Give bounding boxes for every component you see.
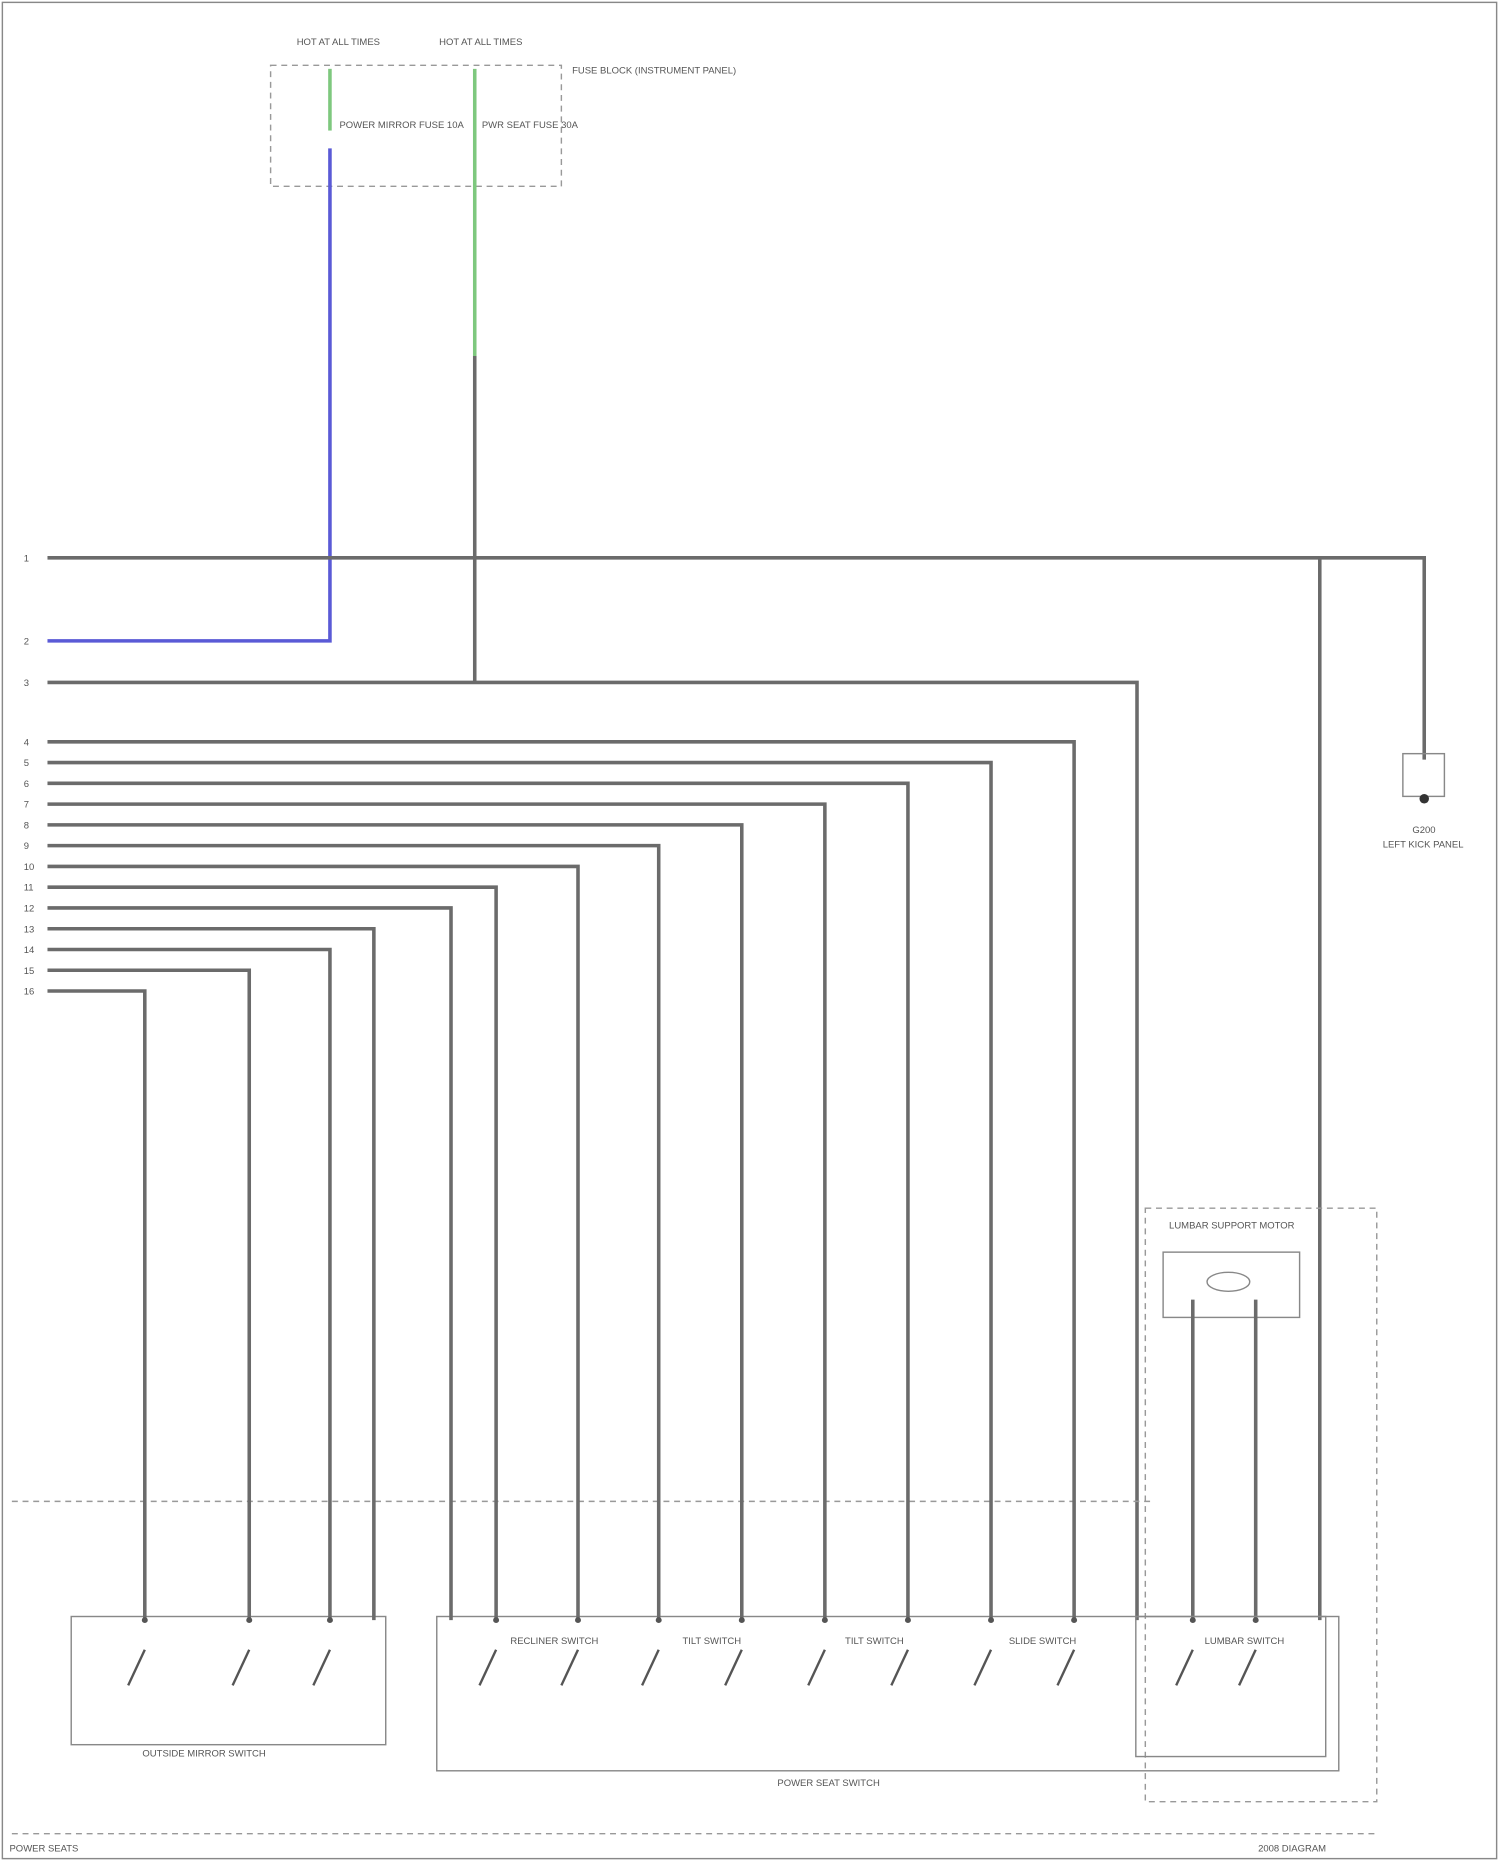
ground-box [1402, 752, 1446, 798]
switch-contact [1238, 1649, 1257, 1686]
footer-right: 2008 DIAGRAM [1258, 1844, 1326, 1855]
fuse-block-outline [269, 64, 563, 188]
pin-number: 9 [24, 841, 29, 852]
terminal [738, 1617, 745, 1624]
terminal [988, 1617, 994, 1624]
terminal [1252, 1617, 1259, 1624]
switch-contact [641, 1649, 660, 1686]
lumbar-motor-label: LUMBAR SUPPORT MOTOR [1169, 1220, 1295, 1231]
switch-label: TILT SWITCH [845, 1636, 904, 1647]
wire [47, 740, 1076, 1621]
wire [47, 906, 453, 1621]
feed-label: HOT AT ALL TIMES [439, 37, 522, 48]
switch-contact [1056, 1649, 1076, 1686]
terminal [141, 1617, 148, 1624]
terminal [655, 1617, 662, 1624]
wire [47, 680, 1139, 1621]
lumbar-switch-box [1135, 1615, 1327, 1758]
wire [47, 556, 1427, 760]
switch-label: RECLINER SWITCH [510, 1636, 598, 1647]
lumbar-outline [1144, 1207, 1378, 1803]
wire [47, 926, 376, 1621]
fuse-label: POWER MIRROR FUSE 10A [339, 120, 464, 131]
pin-number: 13 [24, 924, 35, 935]
ground-desc: LEFT KICK PANEL [1383, 839, 1464, 850]
switch-contact [127, 1649, 146, 1686]
switch-contact [312, 1649, 332, 1686]
pin-number: 11 [24, 883, 34, 894]
terminal [1071, 1617, 1078, 1624]
switch-contact [890, 1649, 910, 1686]
wire [47, 823, 744, 1621]
motor-box [1162, 1251, 1301, 1319]
pin-number: 1 [24, 553, 29, 564]
switch-contact [560, 1649, 580, 1686]
switch-contact [807, 1649, 826, 1686]
lumbar-switch-label: LUMBAR SWITCH [1205, 1636, 1285, 1647]
wire [47, 968, 252, 1621]
wire [47, 864, 580, 1621]
terminal [821, 1617, 828, 1624]
motor [1206, 1271, 1251, 1293]
fuse-label: PWR SEAT FUSE 30A [482, 120, 579, 131]
mirror-switch-label: OUTSIDE MIRROR SWITCH [142, 1749, 265, 1760]
terminal [1189, 1617, 1196, 1624]
footer-left: POWER SEATS [9, 1844, 78, 1855]
ground-label: G200 [1412, 825, 1435, 836]
switch-label: SLIDE SWITCH [1009, 1636, 1077, 1647]
pin-number: 7 [24, 800, 29, 811]
wire-blue [47, 148, 332, 643]
wire [47, 781, 910, 1621]
wire [1191, 1299, 1258, 1621]
switch-contact [1175, 1649, 1194, 1686]
seat-switch-box [436, 1615, 1340, 1772]
terminal [904, 1617, 911, 1624]
feed-label: HOT AT ALL TIMES [297, 37, 380, 48]
pin-number: 4 [24, 737, 29, 748]
wire [47, 760, 993, 1621]
switch-label: TILT SWITCH [682, 1636, 741, 1647]
wire [47, 885, 498, 1621]
fuse-block-title: FUSE BLOCK (INSTRUMENT PANEL) [572, 66, 736, 77]
pin-number: 2 [24, 636, 29, 647]
wire [47, 947, 332, 1621]
terminal [326, 1617, 333, 1624]
wire [47, 843, 661, 1621]
pin-number: 14 [24, 945, 35, 956]
pin-number: 5 [24, 758, 29, 769]
switch-contact [478, 1649, 498, 1686]
pin-number: 10 [24, 862, 35, 873]
switch-contact [724, 1649, 743, 1686]
terminal [493, 1617, 500, 1624]
pin-number: 15 [24, 966, 35, 977]
seat-switch-label: POWER SEAT SWITCH [777, 1778, 880, 1789]
pin-number: 3 [24, 678, 29, 689]
pin-number: 6 [24, 779, 29, 790]
switch-contact [973, 1649, 993, 1686]
wire [47, 802, 827, 1621]
pin-number: 16 [24, 987, 35, 998]
wire [47, 989, 147, 1621]
pin-number: 12 [24, 904, 35, 915]
switch-contact [231, 1649, 251, 1686]
pin-number: 8 [24, 820, 29, 831]
terminal [575, 1617, 581, 1624]
terminal [246, 1617, 253, 1624]
ground-point [1419, 794, 1429, 804]
mirror-switch-box [70, 1615, 387, 1746]
